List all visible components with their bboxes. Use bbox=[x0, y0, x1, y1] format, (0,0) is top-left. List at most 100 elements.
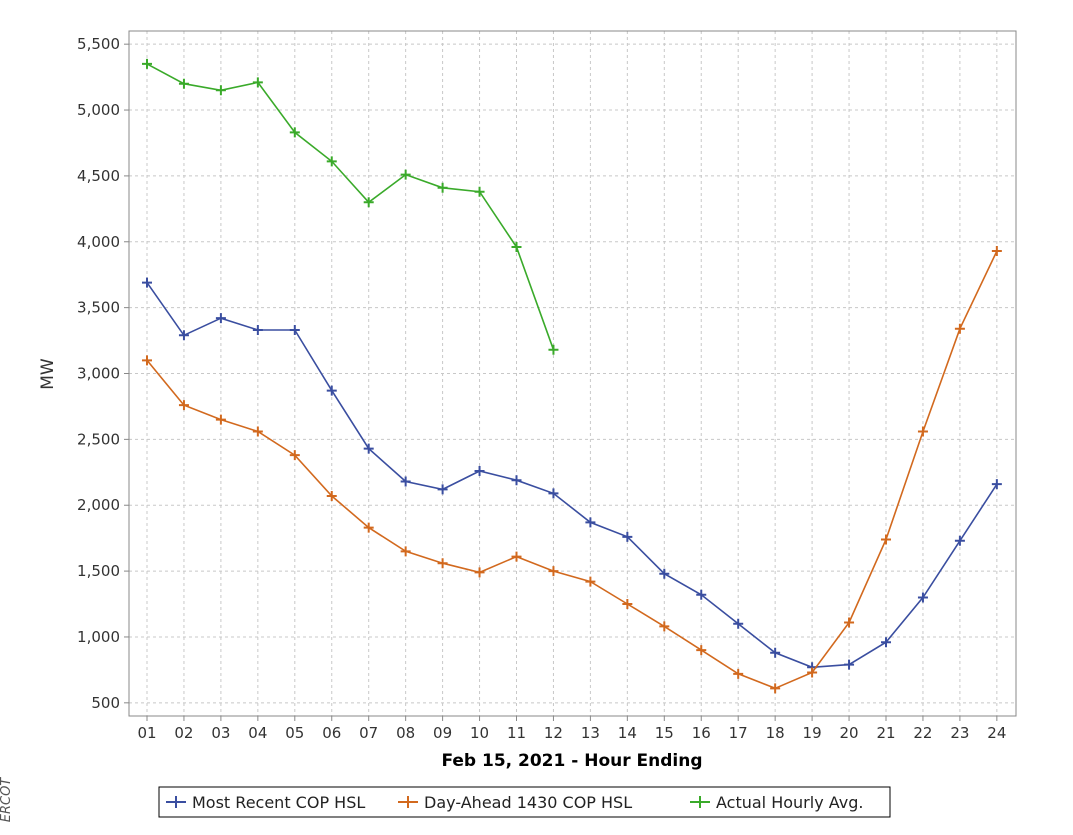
x-tick-label: 06 bbox=[322, 724, 341, 742]
data-point bbox=[215, 414, 226, 425]
legend-box bbox=[158, 786, 891, 818]
x-tick-label: 20 bbox=[840, 724, 859, 742]
data-point bbox=[252, 426, 263, 437]
data-point bbox=[142, 277, 152, 288]
y-tick-label: 5,500 bbox=[77, 35, 120, 53]
data-point bbox=[474, 465, 485, 476]
x-tick-label: 13 bbox=[581, 724, 600, 742]
data-point bbox=[511, 551, 522, 562]
x-tick-label: 04 bbox=[248, 724, 267, 742]
x-tick-label: 10 bbox=[470, 724, 489, 742]
data-point bbox=[326, 156, 337, 167]
data-point bbox=[991, 245, 1002, 256]
data-point bbox=[289, 450, 300, 461]
data-point bbox=[991, 479, 1002, 490]
x-tick-label: 02 bbox=[174, 724, 193, 742]
data-point bbox=[142, 58, 152, 69]
x-axis: 01 02 03 04 05 06 07 08 09 10 11 12 13 14 15 16 17 18 19 20… bbox=[137, 716, 1006, 742]
y-tick-label: 3,000 bbox=[77, 365, 120, 383]
x-axis-title: Feb 15, 2021 - Hour Ending bbox=[441, 751, 702, 771]
data-point bbox=[178, 400, 189, 411]
y-axis-title: MW bbox=[38, 358, 58, 390]
y-tick-label: 4,500 bbox=[77, 167, 120, 185]
x-tick-label: 01 bbox=[137, 724, 156, 742]
data-point bbox=[770, 647, 781, 658]
x-tick-label: 14 bbox=[618, 724, 637, 742]
data-point bbox=[437, 484, 448, 495]
series bbox=[142, 58, 1002, 694]
legend-label: Actual Hourly Avg. bbox=[716, 793, 863, 812]
data-point bbox=[622, 531, 633, 542]
legend-label: Most Recent COP HSL bbox=[192, 793, 365, 812]
x-tick-label: 07 bbox=[359, 724, 378, 742]
data-point bbox=[326, 385, 337, 396]
data-point bbox=[252, 77, 263, 88]
data-point bbox=[733, 618, 744, 629]
x-tick-label: 05 bbox=[285, 724, 304, 742]
series-actual-hourly-avg bbox=[142, 58, 559, 355]
x-tick-label: 19 bbox=[803, 724, 822, 742]
x-tick-label: 15 bbox=[655, 724, 674, 742]
series-line bbox=[146, 250, 998, 690]
x-tick-label: 08 bbox=[396, 724, 415, 742]
y-tick-label: 4,000 bbox=[77, 233, 120, 251]
data-point bbox=[881, 637, 891, 648]
data-point bbox=[437, 182, 448, 193]
x-tick-label: 21 bbox=[876, 724, 895, 742]
x-tick-label: 22 bbox=[913, 724, 932, 742]
data-point bbox=[215, 313, 226, 324]
data-point bbox=[142, 355, 152, 366]
data-point bbox=[474, 186, 485, 197]
data-point bbox=[659, 568, 670, 579]
data-point bbox=[844, 659, 855, 670]
data-point bbox=[733, 668, 744, 679]
y-tick-label: 1,500 bbox=[77, 562, 120, 580]
data-point bbox=[585, 517, 596, 528]
x-tick-label: 17 bbox=[729, 724, 748, 742]
y-tick-label: 500 bbox=[91, 694, 120, 712]
legend-item: Day-Ahead 1430 COP HSL bbox=[398, 793, 632, 812]
data-point bbox=[400, 169, 411, 180]
watermark: ERCOT bbox=[0, 777, 14, 823]
y-tick-label: 2,500 bbox=[77, 430, 120, 448]
legend-swatch bbox=[166, 796, 186, 808]
x-tick-label: 12 bbox=[544, 724, 563, 742]
data-point bbox=[178, 78, 189, 89]
y-tick-label: 3,500 bbox=[77, 299, 120, 317]
legend-swatch bbox=[690, 796, 710, 808]
legend: Most Recent COP HSL Day-Ahead 1430 COP HS… bbox=[158, 786, 891, 818]
data-point bbox=[917, 592, 928, 603]
data-point bbox=[363, 443, 374, 454]
data-point bbox=[437, 558, 448, 569]
data-point bbox=[548, 488, 559, 499]
data-point bbox=[363, 197, 374, 208]
data-point bbox=[400, 546, 411, 557]
grid bbox=[129, 31, 1016, 716]
data-point bbox=[548, 344, 559, 355]
data-point bbox=[807, 667, 818, 678]
x-tick-label: 09 bbox=[433, 724, 452, 742]
data-point bbox=[363, 522, 374, 533]
data-point bbox=[326, 491, 337, 502]
x-tick-label: 23 bbox=[950, 724, 969, 742]
data-point bbox=[289, 127, 300, 138]
y-tick-label: 2,000 bbox=[77, 496, 120, 514]
data-point bbox=[178, 330, 189, 341]
series-line bbox=[146, 282, 998, 669]
data-point bbox=[954, 535, 965, 546]
legend-swatch bbox=[398, 796, 418, 808]
x-tick-label: 03 bbox=[211, 724, 230, 742]
y-tick-label: 5,000 bbox=[77, 101, 120, 119]
data-point bbox=[474, 567, 485, 578]
data-point bbox=[400, 476, 411, 487]
y-tick-label: 1,000 bbox=[77, 628, 120, 646]
data-point bbox=[548, 566, 559, 577]
data-point bbox=[696, 645, 707, 656]
series-most-recent-cop-hsl bbox=[142, 277, 1002, 673]
x-tick-label: 11 bbox=[507, 724, 526, 742]
data-point bbox=[252, 325, 263, 336]
data-point bbox=[770, 683, 781, 694]
data-point bbox=[511, 475, 522, 486]
data-point bbox=[844, 617, 855, 628]
data-point bbox=[215, 85, 226, 96]
